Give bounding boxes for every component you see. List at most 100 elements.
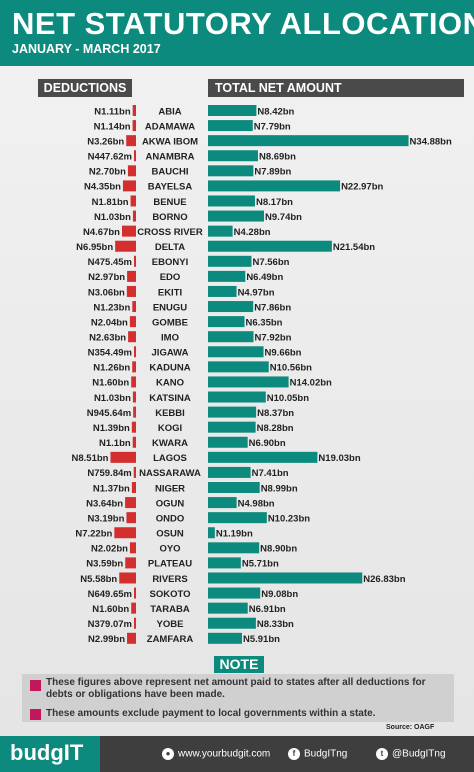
net-amount-label: N8.17bn (256, 197, 293, 208)
net-amount-bar (208, 105, 257, 116)
net-amount-label: N8.90bn (260, 544, 297, 555)
deduction-bar (121, 225, 136, 237)
net-amount-bar (208, 421, 256, 433)
net-amount-label: N7.89bn (254, 167, 291, 178)
net-amount-label: N4.28bn (234, 227, 271, 238)
twitter-text: @BudgITng (392, 748, 446, 760)
deduction-bar (134, 617, 136, 629)
net-amount-label: N26.83bn (363, 574, 405, 585)
deduction-label: N3.59bn (86, 559, 123, 570)
net-amount-label: N4.98bn (238, 498, 275, 509)
state-label: JIGAWA (152, 348, 189, 359)
state-label: ANAMBRA (145, 152, 194, 163)
net-amount-label: N19.03bn (318, 453, 360, 464)
website-link[interactable]: ● www.yourbudgit.com (162, 748, 270, 760)
note-bullet-icon (30, 680, 41, 691)
net-amount-label: N5.71bn (242, 559, 279, 570)
deduction-label: N1.60bn (92, 378, 129, 389)
twitter-icon: t (376, 748, 388, 760)
net-amount-label: N7.86bn (254, 302, 291, 313)
net-amount-label: N10.56bn (270, 363, 312, 374)
deduction-bar (133, 466, 136, 478)
deduction-bar (127, 270, 136, 282)
net-amount-bar (208, 361, 269, 373)
state-label: ENUGU (153, 302, 187, 313)
deduction-label: N4.67bn (83, 227, 120, 238)
deduction-label: N2.63bn (89, 333, 126, 344)
state-label: RIVERS (152, 574, 187, 585)
deduction-label: N475.45m (88, 257, 132, 268)
state-label: GOMBE (152, 317, 188, 328)
net-amount-label: N4.97bn (238, 287, 275, 298)
deduction-bar (134, 346, 136, 358)
source-note: Source: OAGF (386, 724, 435, 731)
net-amount-label: N7.79bn (254, 121, 291, 132)
net-amount-bar (208, 285, 237, 297)
note-heading: NOTE (214, 656, 264, 673)
state-label: IMO (161, 333, 179, 344)
net-amount-label: N34.88bn (410, 136, 452, 147)
net-amount-bar (208, 406, 257, 418)
net-amount-bar (208, 436, 248, 448)
state-label: NIGER (155, 483, 185, 494)
state-label: SOKOTO (150, 589, 191, 600)
website-text: www.yourbudgit.com (178, 748, 271, 760)
deduction-label: N759.84m (87, 468, 131, 479)
net-amount-label: N5.91bn (243, 634, 280, 645)
net-amount-label: N7.56bn (252, 257, 289, 268)
deduction-label: N4.35bn (84, 182, 121, 193)
state-label: BAYELSA (148, 182, 193, 193)
net-amount-column-header: TOTAL NET AMOUNT (208, 79, 464, 97)
deduction-bar (115, 240, 136, 252)
state-label: NASSARAWA (139, 468, 201, 479)
deduction-bar (134, 255, 136, 267)
net-amount-bar (208, 587, 261, 599)
deduction-bar (126, 512, 136, 524)
deductions-column-header: DEDUCTIONS (38, 79, 132, 97)
net-amount-bar (208, 451, 318, 463)
state-label: OGUN (156, 498, 185, 509)
deduction-label: N7.22bn (75, 529, 112, 540)
deduction-bar (128, 331, 136, 343)
deduction-label: N1.11bn (94, 106, 131, 117)
net-amount-bar (208, 120, 253, 132)
state-label: KOGI (158, 423, 182, 434)
net-amount-bar (208, 135, 409, 147)
net-amount-label: N22.97bn (341, 182, 383, 193)
state-label: BORNO (152, 212, 187, 223)
deduction-label: N6.95bn (76, 242, 113, 253)
deduction-bar (110, 451, 136, 463)
state-label: KADUNA (149, 363, 190, 374)
net-amount-bar (208, 376, 289, 388)
deduction-bar (122, 180, 136, 192)
state-label: DELTA (155, 242, 185, 253)
net-amount-bar (208, 632, 242, 644)
net-amount-bar (208, 195, 255, 207)
deduction-label: N1.23bn (93, 302, 130, 313)
net-amount-bar (208, 542, 260, 554)
page-subtitle: JANUARY - MARCH 2017 (12, 42, 161, 56)
facebook-link[interactable]: f BudgITng (288, 748, 347, 760)
deduction-label: N3.06bn (88, 287, 125, 298)
net-amount-label: N8.69bn (259, 152, 296, 163)
net-amount-label: N8.42bn (257, 106, 294, 117)
deduction-label: N945.64m (87, 408, 131, 419)
deduction-bar (119, 572, 136, 584)
net-amount-label: N10.05bn (267, 393, 309, 404)
deduction-label: N447.62m (88, 152, 132, 163)
deduction-label: N8.51bn (72, 453, 109, 464)
page-title: NET STATUTORY ALLOCATION (12, 6, 474, 41)
deduction-label: N2.97bn (88, 272, 125, 283)
twitter-link[interactable]: t @BudgITng (376, 748, 446, 760)
deduction-bar (132, 105, 136, 116)
globe-icon: ● (162, 748, 174, 760)
state-label: AKWA IBOM (142, 136, 198, 147)
facebook-text: BudgITng (304, 748, 348, 760)
deduction-label: N1.03bn (94, 212, 131, 223)
deduction-label: N1.26bn (93, 363, 130, 374)
deduction-label: N2.99bn (88, 634, 125, 645)
deduction-label: N1.14bn (94, 121, 131, 132)
deduction-bar (129, 542, 136, 554)
deduction-bar (132, 210, 136, 222)
